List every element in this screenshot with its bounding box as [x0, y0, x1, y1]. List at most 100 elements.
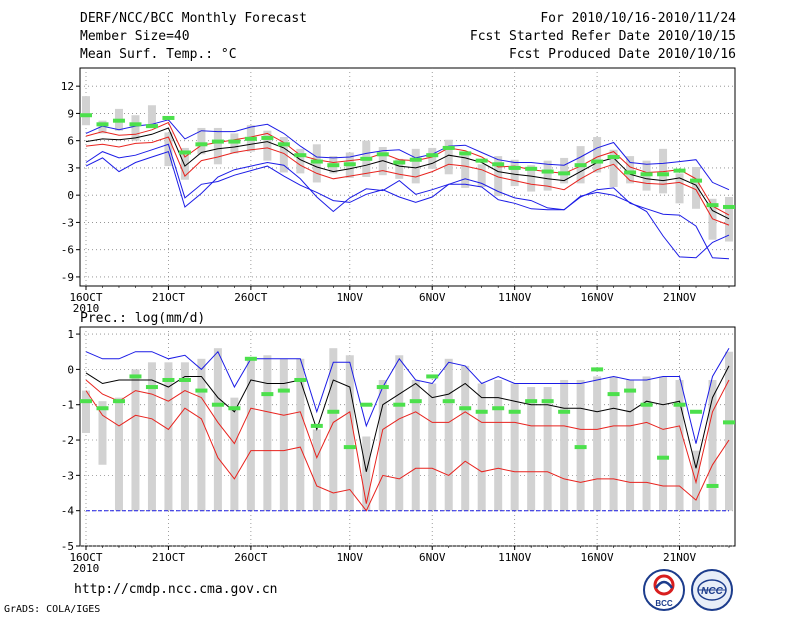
prec-ensemble-box: [279, 358, 288, 511]
temp-ensemble-box: [147, 105, 156, 128]
prec-ensemble-box: [510, 383, 519, 511]
prec-ensemble-box: [560, 379, 569, 511]
prec-ensemble-box: [82, 390, 90, 433]
prec-ensemble-box: [428, 383, 437, 511]
prec-climatology-mark: [162, 377, 175, 382]
temp-climatology-mark: [228, 139, 241, 144]
temp-climatology-mark: [178, 150, 191, 155]
prec-xtick-label: 26OCT: [234, 551, 267, 564]
prec-ensemble-box: [131, 369, 140, 511]
prec-ensemble-box: [230, 397, 239, 511]
prec-series-mean: [85, 365, 730, 472]
member-size-label: Member Size=40: [80, 29, 190, 44]
prec-climatology-mark: [541, 399, 554, 404]
temp-climatology-mark: [409, 157, 422, 162]
prec-climatology-mark: [294, 377, 307, 382]
prec-climatology-mark: [640, 402, 653, 407]
temp-ensemble-box: [510, 159, 519, 187]
temp-climatology-mark: [112, 118, 125, 123]
prec-climatology-mark: [360, 402, 373, 407]
prec-xtick-label: 11NOV: [498, 551, 531, 564]
temp-climatology-mark: [244, 136, 257, 141]
temp-climatology-mark: [376, 152, 389, 157]
temp-ytick-label: 6: [67, 135, 74, 148]
temp-ensemble-box: [477, 164, 486, 187]
prec-climatology-mark: [624, 388, 637, 393]
temp-series-max-b: [85, 119, 730, 191]
temp-ensemble-box: [725, 196, 733, 242]
prec-ensemble-box: [246, 358, 255, 511]
precipitation-title: Prec.: log(mm/d): [80, 311, 205, 326]
temp-climatology-mark: [327, 163, 340, 168]
temp-climatology-mark: [211, 139, 224, 144]
prec-ensemble-box: [626, 379, 635, 511]
prec-ensemble-box: [477, 383, 486, 511]
prec-climatology-mark: [310, 423, 323, 428]
temp-ensemble-box: [659, 148, 668, 194]
prec-climatology-mark: [426, 374, 439, 379]
temp-xtick-label: 1NOV: [337, 291, 364, 304]
temp-ensemble-box: [164, 132, 173, 167]
prec-ensemble-box: [164, 362, 173, 511]
temp-climatology-mark: [607, 155, 620, 160]
bcc-logo-mark: [653, 574, 675, 596]
temp-ensemble-box: [197, 127, 206, 155]
temp-series-max: [85, 150, 730, 259]
temp-climatology-mark: [591, 159, 604, 164]
ncc-logo-text: NCC: [701, 586, 723, 597]
prec-ensemble-box: [593, 376, 602, 511]
grads-credit: GrADS: COLA/IGES: [4, 604, 101, 615]
temp-xtick-year: 2010: [73, 302, 100, 315]
temp-climatology-mark: [706, 203, 719, 208]
temp-ensemble-box: [593, 137, 602, 173]
temp-climatology-mark: [294, 153, 307, 158]
temp-ensemble-box: [560, 157, 569, 184]
prec-climatology-mark: [673, 402, 686, 407]
temp-xtick-label: 16OCT: [69, 291, 102, 304]
prec-ensemble-box: [114, 397, 123, 511]
temp-climatology-mark: [360, 156, 373, 161]
temp-climatology-mark: [558, 171, 571, 176]
prec-climatology-mark: [475, 409, 488, 414]
temp-ytick-label: -6: [61, 244, 74, 257]
temp-climatology-mark: [310, 159, 323, 164]
chart-title: DERF/NCC/BCC Monthly Forecast: [80, 11, 307, 26]
prec-climatology-mark: [376, 385, 389, 390]
temp-climatology-mark: [129, 122, 142, 127]
prec-ensemble-box: [395, 355, 404, 511]
prec-climatology-mark: [96, 406, 109, 411]
prec-xtick-label: 21NOV: [663, 551, 696, 564]
prec-ensemble-box: [642, 376, 651, 511]
temp-ensemble-box: [82, 96, 90, 126]
prec-ensemble-box: [527, 387, 536, 511]
prec-xtick-label: 21OCT: [152, 551, 185, 564]
prec-ensemble-box: [296, 358, 305, 511]
temp-xtick-label: 16NOV: [581, 291, 614, 304]
prec-climatology-mark: [492, 406, 505, 411]
prec-ytick-label: -2: [61, 434, 74, 447]
prec-ensemble-box: [543, 387, 552, 511]
temp-series-mean: [85, 127, 730, 220]
temp-ytick-label: 3: [67, 162, 74, 175]
temp-ensemble-box: [527, 165, 536, 192]
prec-climatology-mark: [591, 367, 604, 372]
temp-ytick-label: -3: [61, 216, 74, 229]
ncc-logo: NCC: [691, 569, 733, 611]
prec-ensemble-box: [494, 379, 503, 511]
footer-url[interactable]: http://cmdp.ncc.cma.gov.cn: [74, 582, 278, 597]
prec-ensemble-box: [659, 376, 668, 511]
temp-ensemble-box: [494, 156, 503, 197]
temp-ensemble-box: [395, 158, 404, 179]
temp-series-min-b: [85, 143, 730, 260]
temp-ytick-label: -9: [61, 271, 74, 284]
prec-climatology-mark: [558, 409, 571, 414]
temp-climatology-mark: [195, 142, 208, 147]
temp-climatology-mark: [162, 115, 175, 120]
prec-ensemble-box: [329, 348, 338, 511]
temp-climatology-mark: [492, 162, 505, 167]
temp-ensemble-box: [411, 148, 420, 184]
prec-ensemble-box: [609, 376, 618, 511]
prec-ytick-label: -3: [61, 469, 74, 482]
temp-ytick-label: 12: [61, 80, 74, 93]
